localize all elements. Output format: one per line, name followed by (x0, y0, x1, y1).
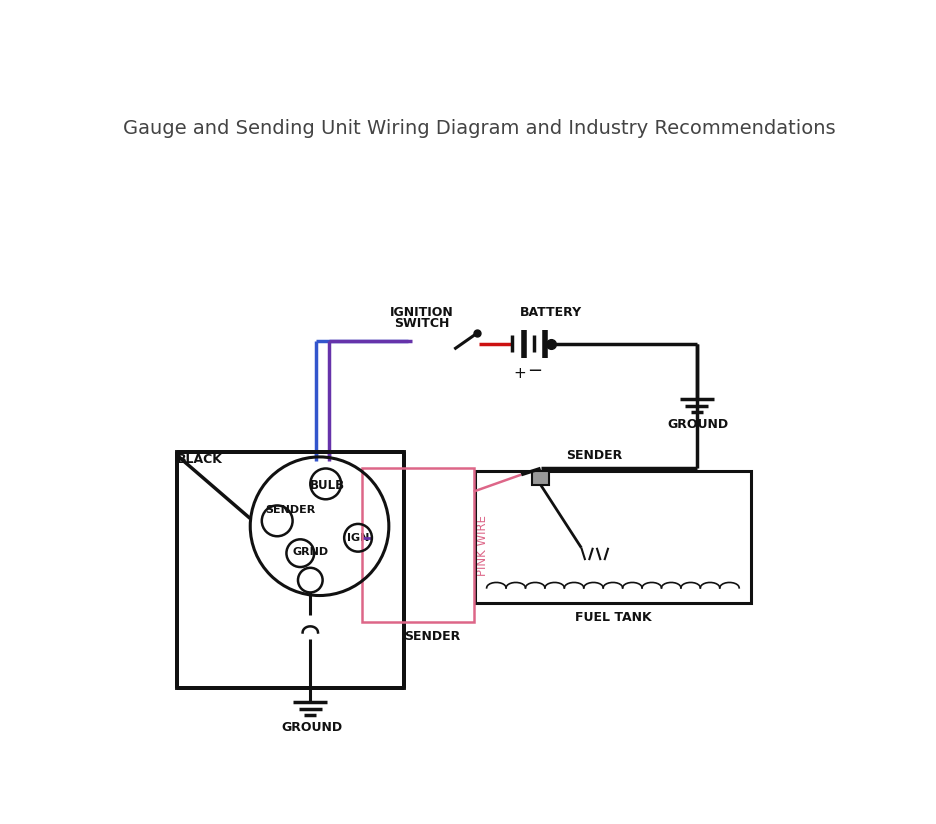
Text: −: − (528, 363, 543, 381)
Bar (362, 469, 474, 622)
Text: SWITCH: SWITCH (394, 317, 449, 330)
Bar (177, 452, 404, 688)
Text: SENDER: SENDER (566, 449, 622, 462)
Text: BLACK: BLACK (177, 452, 223, 466)
Text: GRND: GRND (292, 546, 329, 557)
Text: PINK WIRE: PINK WIRE (476, 515, 490, 576)
Text: FUEL TANK: FUEL TANK (575, 611, 651, 624)
Text: GROUND: GROUND (667, 418, 729, 431)
Text: SENDER: SENDER (265, 505, 315, 515)
Text: Gauge and Sending Unit Wiring Diagram and Industry Recommendations: Gauge and Sending Unit Wiring Diagram an… (124, 119, 836, 138)
Bar (475, 471, 751, 603)
Text: BATTERY: BATTERY (519, 307, 581, 320)
Text: BULB: BULB (310, 479, 344, 492)
Text: SENDER: SENDER (404, 630, 461, 643)
Text: GROUND: GROUND (282, 721, 343, 733)
Bar (532, 471, 549, 485)
Text: IGN: IGN (347, 533, 369, 543)
Text: +: + (513, 366, 526, 381)
Text: IGNITION: IGNITION (390, 307, 454, 320)
